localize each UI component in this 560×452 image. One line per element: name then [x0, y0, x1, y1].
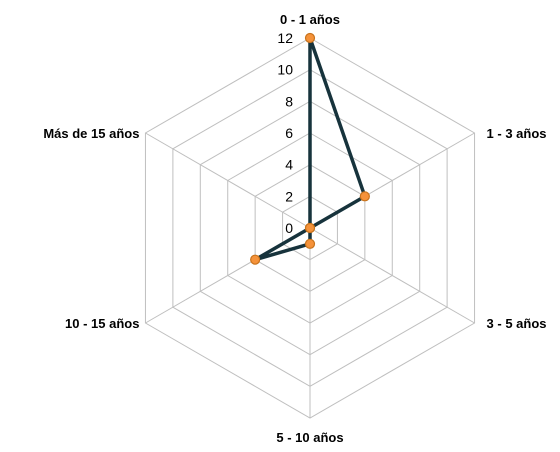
- tick-label: 0: [285, 220, 293, 236]
- category-label: 10 - 15 años: [65, 316, 139, 331]
- category-label: Más de 15 años: [43, 126, 139, 141]
- tick-label: 10: [277, 62, 293, 78]
- grid-spoke: [145, 132, 311, 229]
- category-label: 3 - 5 años: [487, 316, 547, 331]
- category-label: 5 - 10 años: [276, 430, 343, 445]
- data-point: [304, 238, 316, 249]
- tick-label: 4: [285, 157, 293, 173]
- tick-label: 8: [285, 93, 293, 109]
- data-point: [304, 222, 316, 234]
- tick-label: 12: [277, 30, 293, 46]
- data-point: [250, 254, 261, 265]
- tick-label: 6: [285, 125, 293, 141]
- category-label: 0 - 1 años: [280, 12, 340, 27]
- data-point: [359, 191, 370, 202]
- data-point: [304, 32, 316, 44]
- tick-label: 2: [285, 188, 293, 204]
- category-label: 1 - 3 años: [487, 126, 547, 141]
- grid-spoke: [309, 227, 475, 324]
